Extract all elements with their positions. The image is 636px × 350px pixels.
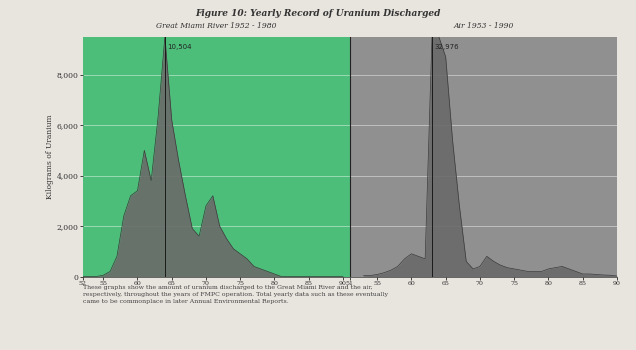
Text: Great Miami River 1952 - 1980: Great Miami River 1952 - 1980 — [156, 22, 277, 30]
Text: 10,504: 10,504 — [167, 44, 191, 50]
Bar — [83, 37, 350, 276]
Text: Figure 10: Yearly Record of Uranium Discharged: Figure 10: Yearly Record of Uranium Disc… — [195, 9, 441, 18]
Bar — [350, 37, 617, 276]
Y-axis label: Kilograms of Uranium: Kilograms of Uranium — [46, 114, 54, 199]
Text: 32,976: 32,976 — [434, 44, 459, 50]
Text: Air 1953 - 1990: Air 1953 - 1990 — [453, 22, 513, 30]
Text: These graphs show the amount of uranium discharged to the Great Miami River and : These graphs show the amount of uranium … — [83, 285, 388, 304]
